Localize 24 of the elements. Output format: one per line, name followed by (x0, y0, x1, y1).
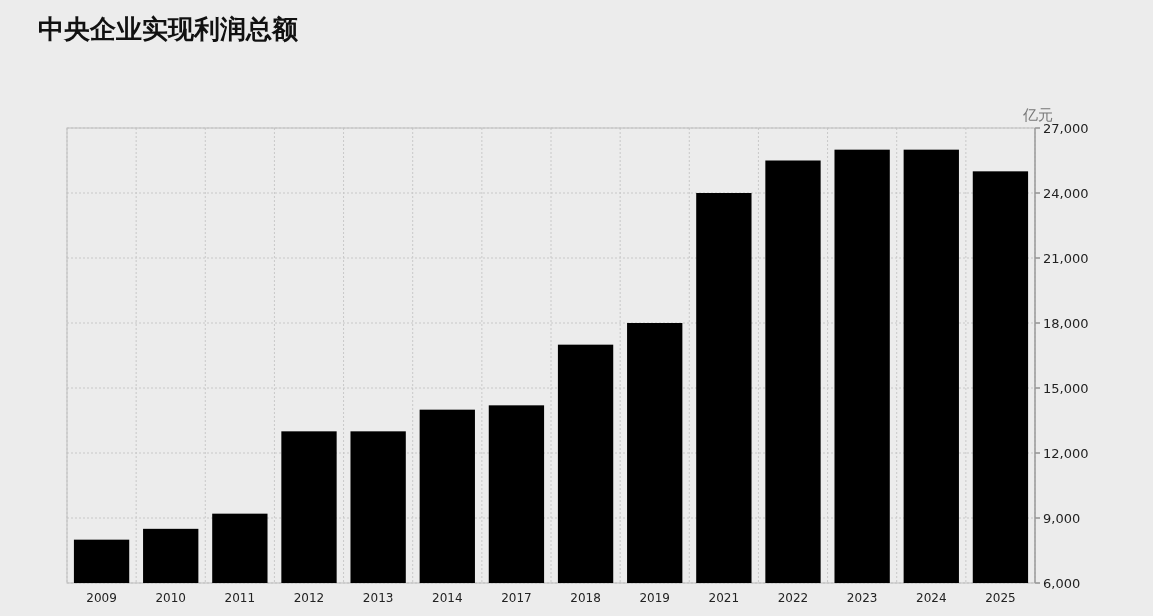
x-tick-label: 2022 (777, 591, 809, 605)
x-tick-label: 2011 (224, 591, 256, 605)
y-tick-label: 9,000 (1043, 511, 1081, 526)
x-tick-label: 2009 (86, 591, 117, 605)
x-tick-label: 2013 (362, 591, 394, 605)
x-tick-label: 2014 (432, 591, 463, 605)
y-tick-label: 21,000 (1043, 251, 1089, 266)
y-tick-label: 15,000 (1043, 381, 1089, 396)
chart-title: 中央企业实现利润总额 (38, 14, 299, 44)
x-tick-label: 2018 (570, 591, 601, 605)
y-axis-title: 亿元 (1022, 106, 1053, 124)
x-tick-label: 2019 (639, 591, 670, 605)
x-tick-label: 2017 (501, 591, 532, 605)
x-tick-label: 2025 (985, 591, 1016, 605)
x-tick-label: 2021 (708, 591, 740, 605)
y-tick-label: 18,000 (1043, 316, 1089, 331)
y-tick-label: 12,000 (1043, 446, 1089, 461)
x-tick-label: 2012 (293, 591, 325, 605)
x-tick-label: 2010 (155, 591, 186, 605)
y-tick-label: 6,000 (1043, 576, 1081, 591)
x-tick-label: 2024 (916, 591, 947, 605)
y-tick-label: 24,000 (1043, 186, 1089, 201)
x-tick-label: 2023 (846, 591, 878, 605)
y-tick-label: 27,000 (1043, 121, 1089, 136)
